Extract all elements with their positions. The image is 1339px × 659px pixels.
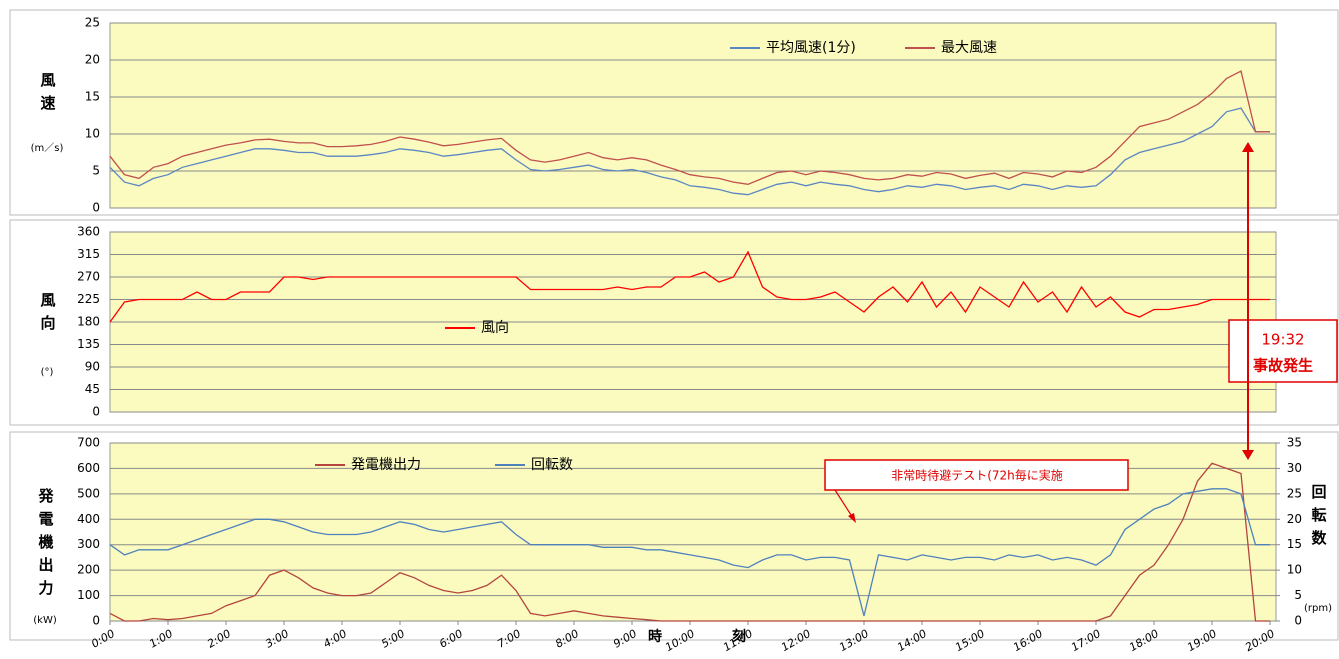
y-tick-label: 400 (77, 512, 100, 526)
y-tick-label: 0 (92, 405, 100, 419)
y-tick-label: 225 (77, 292, 100, 306)
data-line (109, 462, 1270, 622)
y-axis-unit: (kW) (33, 615, 57, 626)
y-tick-label: 270 (77, 270, 100, 284)
y2-tick-label: 30 (1287, 461, 1302, 475)
y-axis-title: 風速 (39, 72, 57, 118)
y-tick-label: 0 (92, 201, 100, 215)
legend-label: 回転数 (531, 457, 573, 473)
y-tick-label: 500 (77, 486, 100, 500)
y-tick-label: 135 (77, 337, 100, 351)
legend-label: 風向 (481, 320, 509, 336)
plot-area (109, 22, 1277, 209)
y2-tick-label: 10 (1287, 563, 1302, 577)
test-box (824, 459, 1129, 491)
y2-tick-label: 5 (1294, 588, 1302, 602)
y-tick-label: 100 (77, 588, 100, 602)
data-line (109, 70, 1270, 185)
event-time: 19:32 (1261, 331, 1304, 349)
legend-label: 平均風速(1分) (766, 40, 856, 56)
y2-tick-label: 20 (1287, 512, 1302, 526)
y-tick-label: 700 (77, 436, 100, 450)
y2-tick-label: 15 (1287, 537, 1302, 551)
test-label: 非常時待避テスト(72h毎に実施 (891, 468, 1063, 483)
y2-axis-unit: (rpm) (1304, 603, 1332, 614)
y-axis-title: 発電機出力 (37, 487, 55, 603)
y-tick-label: 360 (77, 225, 100, 239)
test-arrow (834, 489, 854, 519)
y-tick-label: 20 (85, 53, 100, 67)
y-tick-label: 90 (85, 360, 100, 374)
y-tick-label: 300 (77, 537, 100, 551)
y-tick-label: 10 (85, 127, 100, 141)
y-tick-label: 315 (77, 247, 100, 261)
data-line (109, 488, 1270, 617)
y-tick-label: 15 (85, 90, 100, 104)
y-tick-label: 200 (77, 563, 100, 577)
y-tick-label: 45 (85, 382, 100, 396)
data-line (109, 107, 1270, 196)
y-axis-unit: (°) (41, 367, 54, 378)
y-axis-title: 風向 (39, 292, 57, 338)
arrow-head (1242, 450, 1254, 460)
arrow-head (848, 513, 856, 523)
legend-label: 最大風速 (941, 40, 997, 56)
y-tick-label: 0 (92, 614, 100, 628)
y-tick-label: 600 (77, 461, 100, 475)
y2-axis-title: 回転数 (1310, 484, 1328, 553)
y2-tick-label: 0 (1294, 614, 1302, 628)
x-axis-title: 時刻 (648, 628, 816, 645)
arrow-head (1242, 142, 1254, 152)
legend-label: 発電機出力 (351, 457, 421, 473)
data-line (109, 250, 1270, 323)
event-label: 事故発生 (1253, 357, 1313, 375)
y-tick-label: 180 (77, 315, 100, 329)
y-tick-label: 25 (85, 16, 100, 30)
y-tick-label: 5 (92, 164, 100, 178)
y-axis-unit: (m／s) (31, 142, 64, 154)
y2-tick-label: 25 (1287, 486, 1302, 500)
y2-tick-label: 35 (1287, 436, 1302, 450)
